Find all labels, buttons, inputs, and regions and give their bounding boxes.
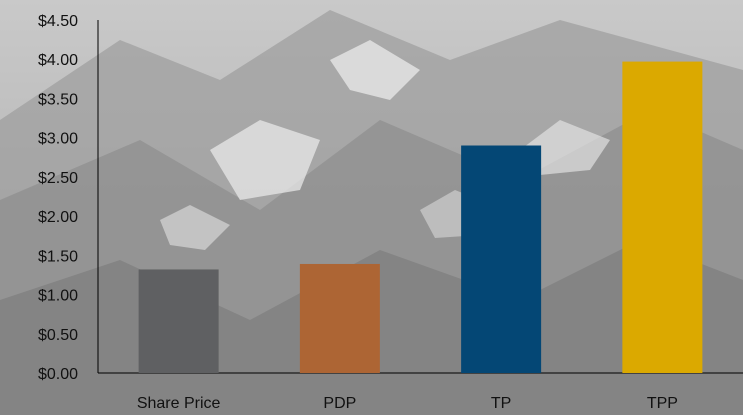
y-tick-label: $4.00: [38, 52, 78, 69]
y-tick-label: $2.50: [38, 170, 78, 187]
y-tick-label: $1.50: [38, 248, 78, 265]
bar-tpp: [622, 61, 703, 373]
y-axis-tick-labels: $0.00 $0.50 $1.00 $1.50 $2.00 $2.50 $3.00 $3.50…: [38, 13, 78, 383]
x-category-label: TP: [491, 395, 511, 412]
y-tick-label: $3.00: [38, 131, 78, 148]
y-tick-label: $0.50: [38, 327, 78, 344]
y-tick-label: $3.50: [38, 91, 78, 108]
y-tick-label: $4.50: [38, 13, 78, 30]
x-category-label: TPP: [647, 395, 678, 412]
x-category-label: Share Price: [137, 395, 221, 412]
y-tick-label: $0.00: [38, 366, 78, 383]
x-category-label: PDP: [323, 395, 356, 412]
bar-pdp: [299, 263, 380, 373]
y-tick-label: $2.00: [38, 209, 78, 226]
bar-share-price: [138, 269, 219, 373]
x-axis-category-labels: Share Price PDP TP TPP: [137, 395, 678, 412]
bar-tp: [461, 145, 542, 373]
y-tick-label: $1.00: [38, 288, 78, 305]
bars: [138, 61, 703, 373]
